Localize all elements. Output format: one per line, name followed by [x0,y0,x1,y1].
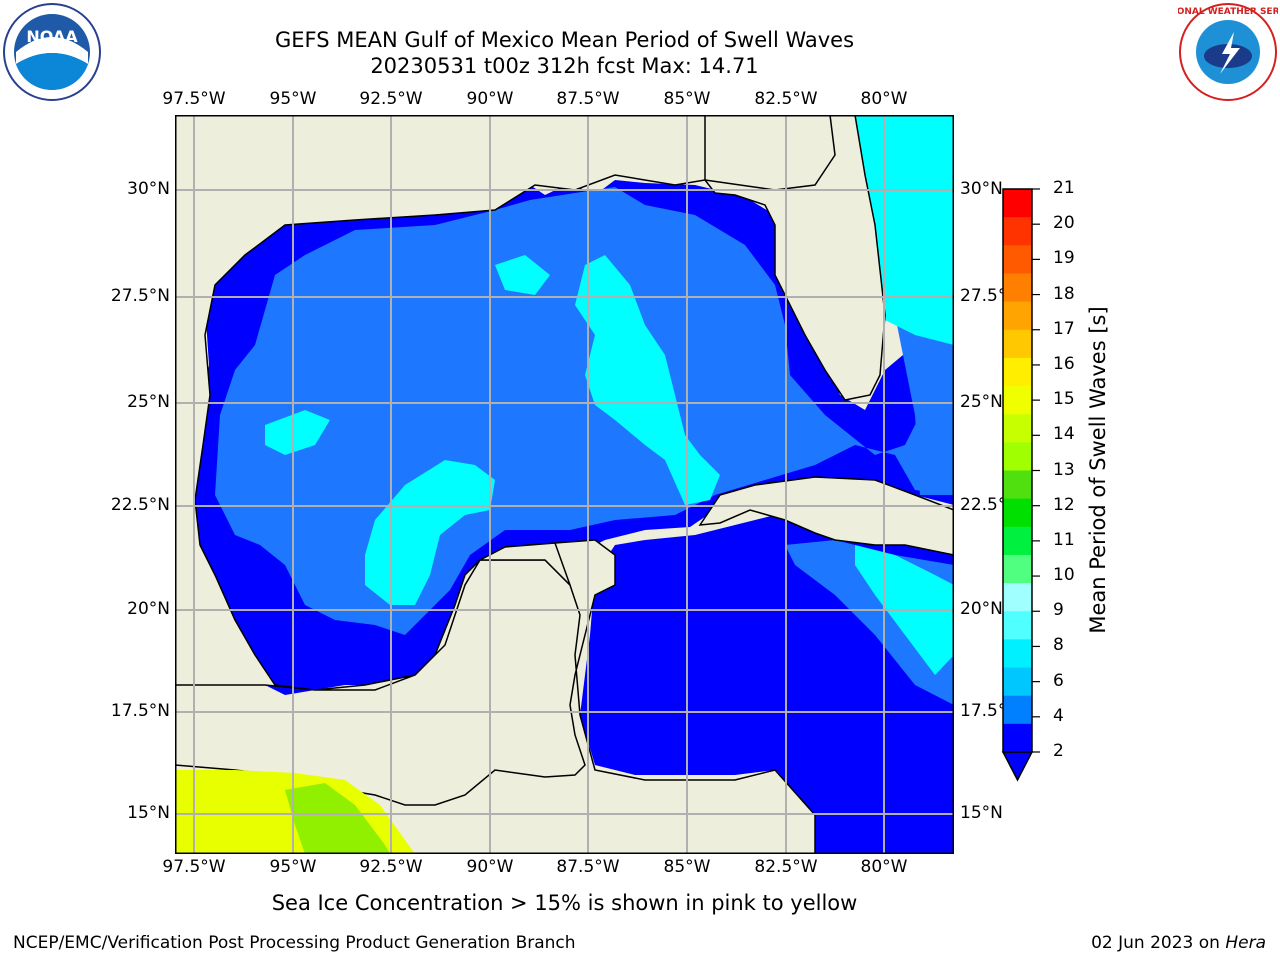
lon-label-top: 95°W [269,89,317,109]
colorbar-swatch [1003,217,1032,246]
lon-label-top: 92.5°W [359,89,423,109]
colorbar-swatch [1003,386,1032,415]
colorbar-swatch [1003,723,1032,753]
colorbar-swatch [1003,639,1032,669]
swell-contour-high-3 [265,410,330,455]
nws-logo: NATIONAL WEATHER SERVICE [1178,3,1278,101]
colorbar-tick-label: 15 [1053,389,1075,410]
swell-contour-high-2 [365,460,495,605]
colorbar-swatch [1003,695,1032,725]
colorbar-swatch [1003,414,1032,443]
lat-label-right: 25°N [960,392,1003,412]
swell-contour-mid-atlantic [895,305,954,495]
noaa-logo-text: NOAA [26,27,78,46]
colorbar-swatch [1003,611,1032,640]
map-subtitle: 20230531 t00z 312h fcst Max: 14.71 [370,54,759,78]
colorbar-extend-arrow [1001,751,1034,782]
colorbar-swatch [1003,526,1032,556]
colorbar-swatch [1003,583,1032,612]
lon-label-top: 82.5°W [754,89,818,109]
footer-credit: NCEP/EMC/Verification Post Processing Pr… [13,933,576,953]
colorbar-tick-label: 9 [1053,600,1064,621]
swell-contour-high-4 [495,255,550,295]
lon-label-bottom: 90°W [466,857,514,877]
lon-label-bottom: 95°W [269,857,317,877]
colorbar-swatch [1003,329,1032,359]
lon-label-bottom: 97.5°W [162,857,226,877]
lon-label-bottom: 80°W [860,857,908,877]
colorbar-tick-label: 10 [1053,565,1075,586]
map-frame [175,115,954,854]
map-title: GEFS MEAN Gulf of Mexico Mean Period of … [274,28,855,52]
lat-label-left: 15°N [127,803,170,823]
mexico-land [175,115,706,691]
colorbar-tick-label: 21 [1053,178,1075,198]
colorbar [1001,188,1040,782]
lon-label-top: 87.5°W [556,89,620,109]
swell-contour-high [575,255,720,505]
colorbar-tick-label: 8 [1053,635,1064,656]
colorbar-swatch [1003,442,1032,471]
lat-label-right: 20°N [960,599,1003,619]
colorbar-swatch [1003,554,1032,584]
lat-label-right: 15°N [960,803,1003,823]
lon-label-bottom: 82.5°W [754,857,818,877]
lon-label-top: 97.5°W [162,89,226,109]
colorbar-tick-label: 11 [1053,529,1075,550]
colorbar-tick-label: 13 [1053,459,1075,480]
colorbar-tick-label: 6 [1053,670,1064,691]
colorbar-tick-label: 17 [1053,318,1075,339]
pacific-ice-green [285,783,390,854]
lat-label-left: 17.5°N [110,701,170,721]
sea-ice-note: Sea Ice Concentration > 15% is shown in … [271,891,858,915]
colorbar-swatch [1003,301,1032,331]
colorbar-swatch [1003,470,1032,500]
colorbar-label: Mean Period of Swell Waves [s] [1086,306,1110,634]
colorbar-tick-label: 19 [1053,248,1075,269]
lat-label-right: 30°N [960,179,1003,199]
lon-label-top: 80°W [860,89,908,109]
colorbar-swatch [1003,189,1032,218]
colorbar-tick-label: 14 [1053,424,1075,445]
footer-host: Hera [1225,933,1266,953]
lat-label-left: 20°N [127,599,170,619]
nws-logo-text: NATIONAL WEATHER SERVICE [1178,7,1278,17]
colorbar-swatch [1003,245,1032,274]
lat-label-left: 30°N [127,179,170,199]
lon-label-bottom: 87.5°W [556,857,620,877]
noaa-logo: NOAA [3,3,101,101]
colorbar-swatch [1003,498,1032,528]
lon-label-top: 85°W [663,89,711,109]
lat-label-left: 25°N [127,392,170,412]
colorbar-tick-label: 12 [1053,494,1075,515]
colorbar-swatch [1003,273,1032,303]
lat-label-left: 27.5°N [110,286,170,306]
graticule [175,115,954,854]
lat-label-left: 22.5°N [110,495,170,515]
florida-land [703,115,886,401]
colorbar-swatch [1003,357,1032,387]
colorbar-tick-label: 18 [1053,283,1075,304]
lon-label-bottom: 92.5°W [359,857,423,877]
colorbar-tick-label: 20 [1053,213,1075,234]
footer-date: 02 Jun 2023 on Hera [1091,933,1266,953]
footer-date-text: 02 Jun 2023 on [1091,933,1220,953]
colorbar-swatch [1003,667,1032,697]
gulf-map [175,115,954,854]
colorbar-tick-label: 4 [1053,705,1064,726]
colorbar-tick-label: 16 [1053,353,1075,374]
lon-label-bottom: 85°W [663,857,711,877]
lon-label-top: 90°W [466,89,514,109]
colorbar-tick-label: 2 [1053,741,1064,761]
